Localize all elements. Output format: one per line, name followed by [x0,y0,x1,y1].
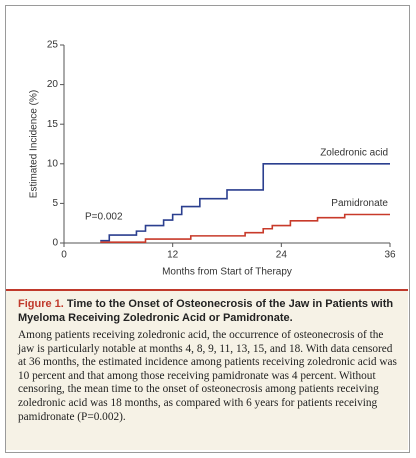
series-line [100,163,390,242]
y-tick-label: 20 [47,79,59,90]
y-tick-label: 5 [52,198,58,209]
caption: Figure 1. Time to the Onset of Osteonecr… [6,289,408,450]
y-tick-label: 10 [47,158,59,169]
y-tick-label: 25 [47,40,59,51]
caption-title-line: Figure 1. Time to the Onset of Osteonecr… [18,297,398,325]
x-tick-label: 12 [167,250,179,261]
series-line [100,213,390,244]
y-tick-label: 0 [52,238,58,249]
caption-body: Among patients receiving zoledronic acid… [18,329,397,423]
chart: Estimated Incidence (%) Months from Star… [29,40,396,278]
figure-label: Figure 1. [18,298,64,310]
figure-title: Time to the Onset of Osteonecrosis of th… [18,298,394,324]
x-tick-label: 36 [384,250,396,261]
series-label: Pamidronate [331,198,388,209]
p-value-annotation: P=0.002 [85,212,123,223]
x-tick-label: 24 [276,250,288,261]
y-axis-label: Estimated Incidence (%) [29,90,40,198]
x-axis-label: Months from Start of Therapy [162,267,292,278]
x-tick-label: 0 [61,250,67,261]
series-label: Zoledronic acid [320,147,388,158]
y-tick-label: 15 [47,119,59,130]
